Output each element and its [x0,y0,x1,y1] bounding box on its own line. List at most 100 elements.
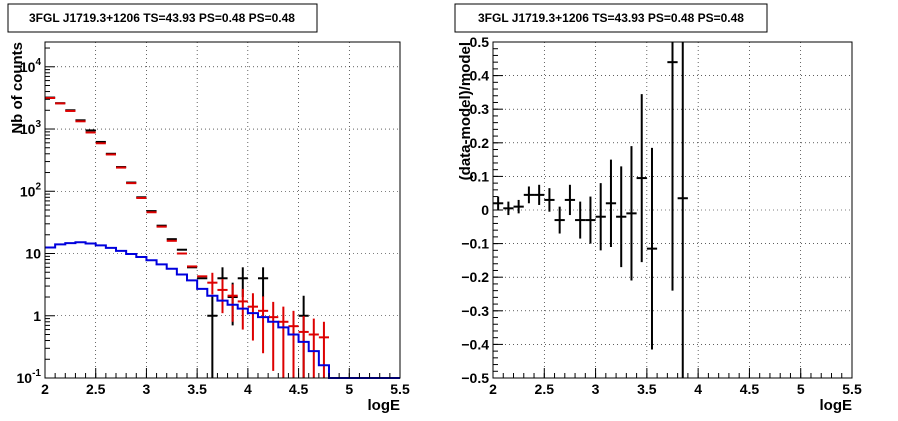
model-point [288,310,299,378]
counts-marks [45,96,400,379]
residual-point [513,199,524,214]
y-tick-label: 103 [20,119,42,137]
model-point [227,284,238,322]
y-tick-base: −0.2 [461,269,489,285]
counts-x-ticks: 2 2.5 3 3.5 4 4.5 5 5.5 [41,368,410,397]
residual-point [595,183,606,251]
y-tick-label: −0.1 [461,236,489,252]
residual-point [575,201,586,239]
residual-title-box [454,3,768,33]
counts-title-box [7,3,318,33]
residual-point [616,166,627,268]
model-point [268,301,279,371]
y-tick-base: 0.1 [470,168,490,184]
counts-frame [44,41,401,379]
y-tick-label: 10 [25,246,41,262]
x-tick-label: 4 [694,381,702,397]
x-tick-label: 5 [797,381,805,397]
model-step-line [45,241,400,379]
y-tick-label: −0.3 [461,303,489,319]
y-tick-exponent: 4 [35,57,41,68]
y-tick-label: 0.3 [470,101,490,117]
x-tick-label: 2 [489,381,497,397]
residual-point [636,94,647,263]
model-point [298,316,309,378]
y-tick-base: 0.4 [470,68,490,84]
y-tick-base: −0.1 [461,236,489,252]
residual-point [626,146,637,281]
y-tick-label: −0.5 [461,370,489,386]
y-tick-exponent: -1 [32,368,41,379]
residual-marks [493,42,688,378]
residual-grid [493,42,852,378]
residual-y-ticks: −0.5 −0.4 −0.3 −0.2 −0.1 0 0.1 0.2 0.3 0.4 0.5 [461,34,503,386]
x-tick-label: 3 [592,381,600,397]
y-tick-label: 10-1 [17,368,42,386]
residual-point [605,159,617,247]
residual-point [564,184,576,216]
x-tick-label: 4 [244,381,252,397]
x-tick-label: 3.5 [637,381,657,397]
residual-point [544,188,555,212]
data-point [258,267,269,298]
model-point [247,293,258,341]
y-tick-base: 10 [25,246,41,262]
residual-point [523,186,535,204]
y-tick-base: 0.5 [470,34,490,50]
residual-panel: 3FGL J1719.3+1206 TS=43.93 PS=0.48 PS=0.… [454,3,862,414]
residual-point [677,42,688,378]
residual-point [667,42,678,291]
y-tick-base: 10 [20,121,36,137]
model-point [258,296,269,354]
y-tick-label: −0.4 [461,336,489,352]
residual-point [646,147,658,350]
residual-y-axis-label: (data-model)/model [457,42,474,180]
residual-point [534,184,545,205]
y-tick-base: 1 [33,308,41,324]
data-point [207,295,218,378]
model-point [308,318,319,378]
x-tick-label: 5 [345,381,353,397]
y-tick-label: 0.1 [470,168,490,184]
y-tick-label: 104 [20,57,42,75]
x-tick-label: 3.5 [187,381,207,397]
residual-point [554,206,565,234]
residual-x-ticks: 2 2.5 3 3.5 4 4.5 5 5.5 [489,368,862,397]
x-tick-label: 4.5 [289,381,309,397]
y-tick-label: 1 [33,308,41,324]
residual-x-axis-label: logE [820,397,853,414]
y-tick-base: 0.2 [470,135,490,151]
y-tick-base: 0.3 [470,101,490,117]
y-tick-label: 102 [20,181,42,199]
x-tick-label: 2.5 [535,381,555,397]
y-tick-label: 0.2 [470,135,490,151]
y-tick-exponent: 3 [35,119,41,130]
x-tick-label: 4.5 [740,381,760,397]
counts-title: 3FGL J1719.3+1206 TS=43.93 PS=0.48 PS=0.… [29,11,295,25]
y-tick-base: 0 [481,202,489,218]
model-point [207,272,218,295]
residual-point [503,201,514,216]
counts-y-axis-label: Nb of counts [9,42,26,134]
model-point [278,306,289,378]
y-tick-label: 0.4 [470,68,490,84]
counts-x-axis-label: logE [368,397,401,414]
x-tick-label: 2 [41,381,49,397]
y-tick-base: −0.3 [461,303,489,319]
counts-grid [45,42,400,378]
y-tick-label: 0 [481,202,489,218]
residual-point [585,196,596,244]
y-tick-base: 10 [20,59,36,75]
x-tick-label: 5.5 [842,381,862,397]
x-tick-label: 2.5 [86,381,106,397]
model-point [318,321,329,378]
y-tick-base: 10 [17,370,33,386]
y-tick-base: 10 [20,183,36,199]
model-point [217,278,228,314]
x-tick-label: 3 [143,381,151,397]
y-tick-label: 0.5 [470,34,490,50]
y-tick-base: −0.5 [461,370,489,386]
counts-panel: 3FGL J1719.3+1206 TS=43.93 PS=0.48 PS=0.… [7,3,410,414]
